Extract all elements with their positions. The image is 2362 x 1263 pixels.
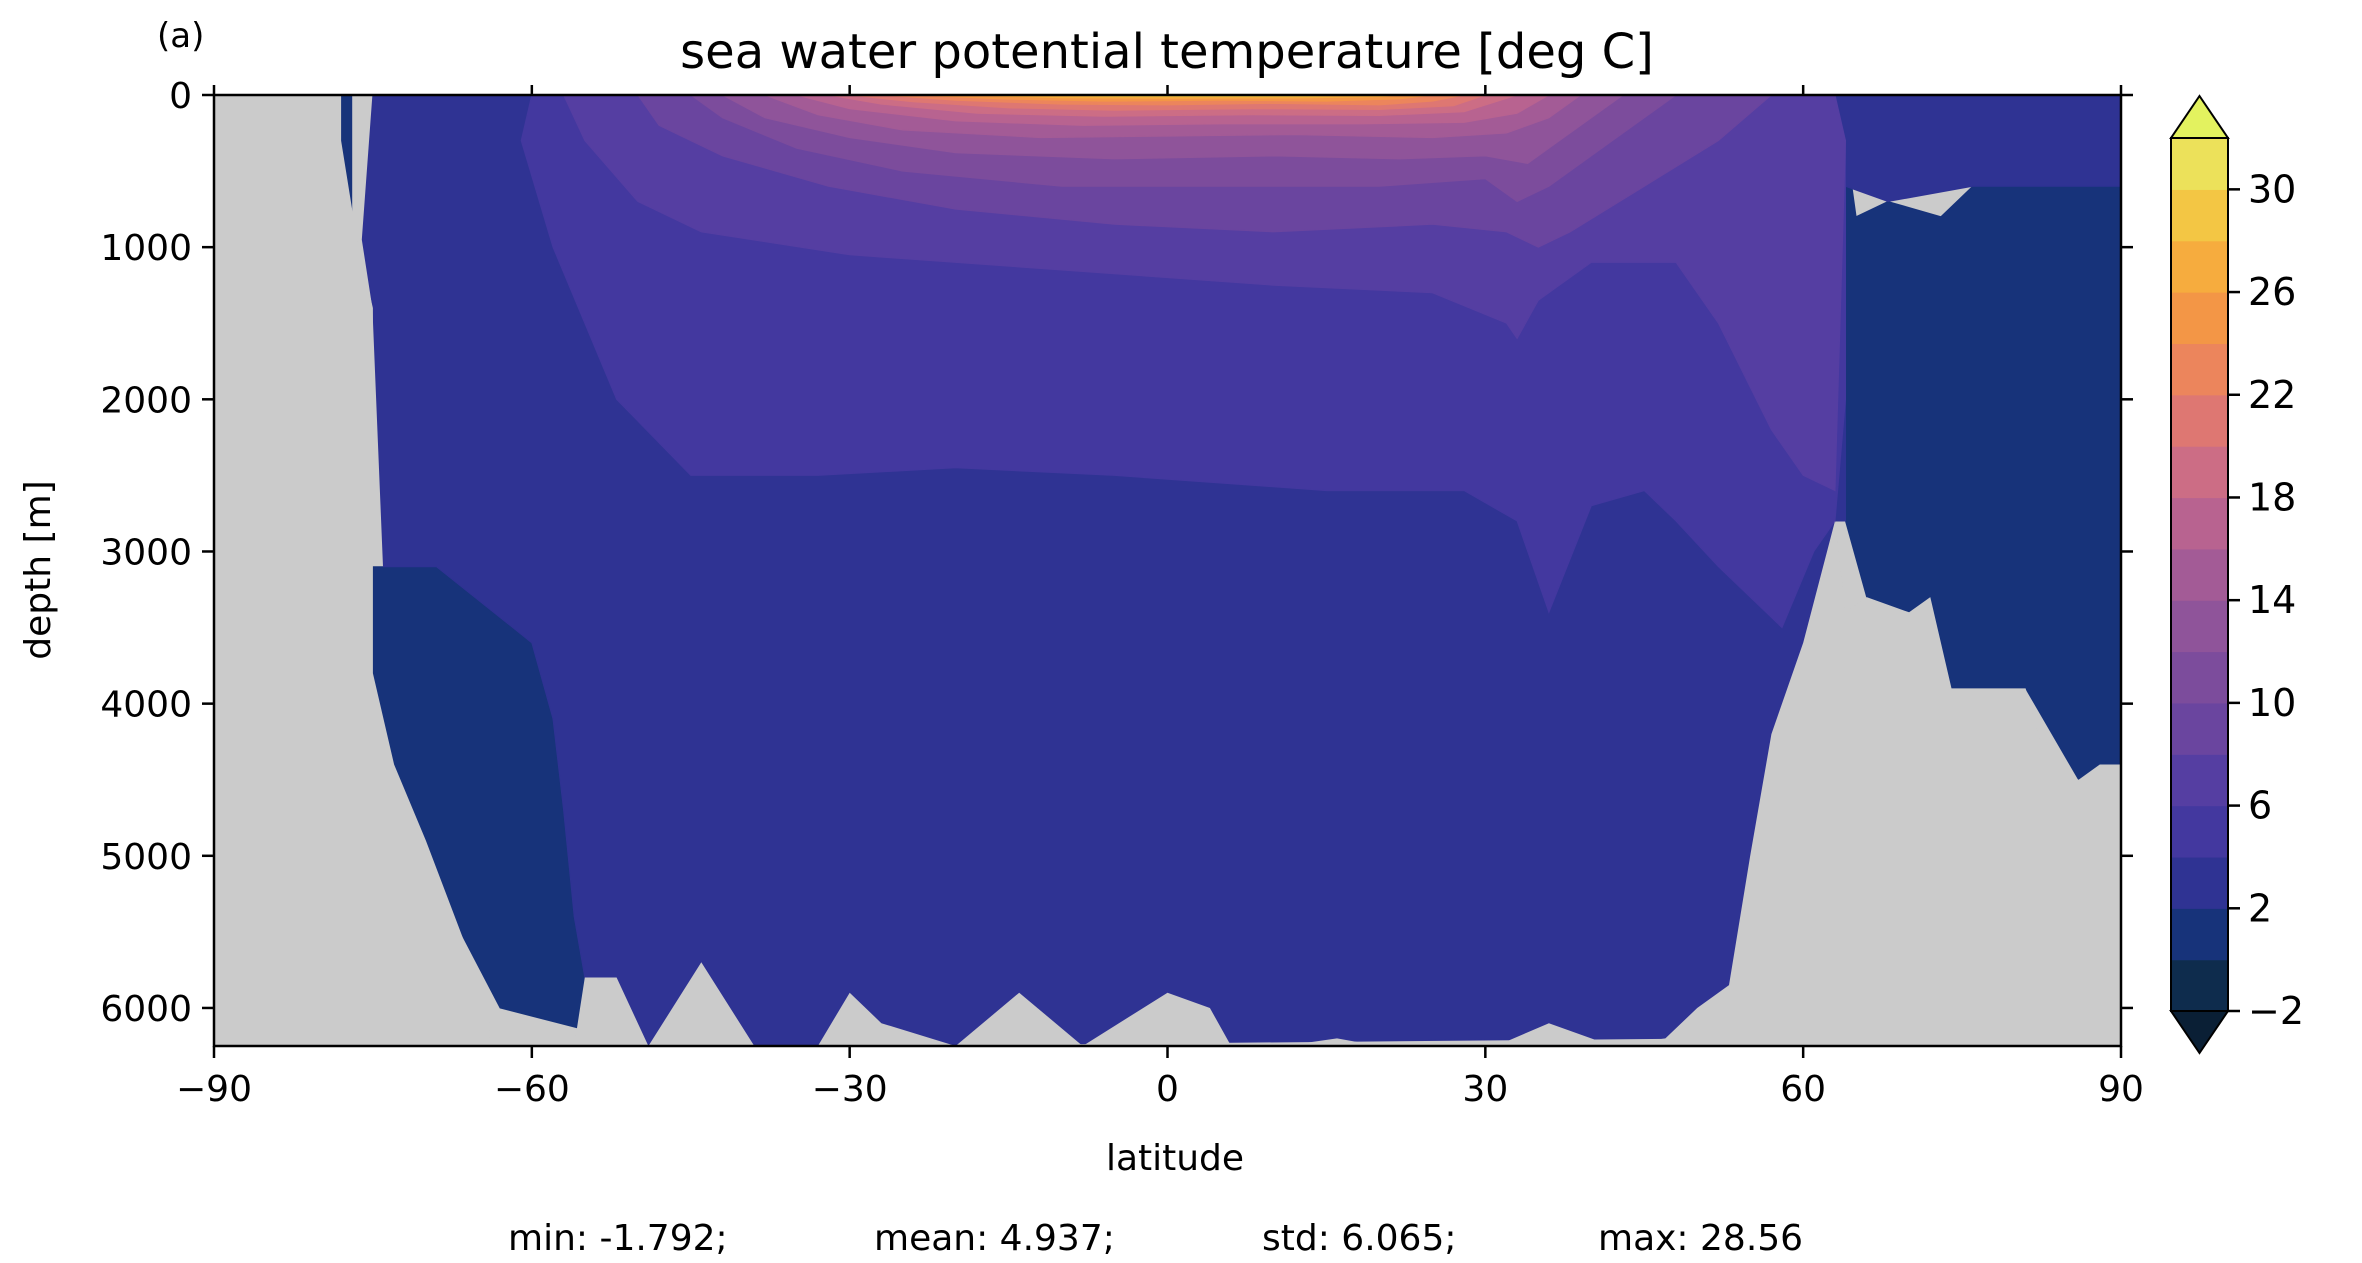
- y-tick-label: 6000: [100, 989, 192, 1030]
- colorbar-segment: [2171, 548, 2228, 601]
- y-axis-label: depth [m]: [18, 480, 59, 659]
- colorbar-tick-label: −2: [2248, 989, 2304, 1033]
- colorbar: 30 26 22 18 14 10 6 2 −2: [2169, 94, 2304, 1055]
- stat-mean: mean: 4.937;: [874, 1218, 1115, 1259]
- y-tick-label: 3000: [100, 532, 192, 573]
- colorbar-segment: [2171, 292, 2228, 345]
- x-tick-label: 60: [1780, 1069, 1826, 1110]
- colorbar-tick-label: 26: [2248, 270, 2296, 314]
- colorbar-segment: [2171, 805, 2228, 858]
- colorbar-tick-label: 22: [2248, 373, 2296, 417]
- x-axis-label: latitude: [1106, 1138, 1244, 1179]
- colorbar-extend-max: [2169, 94, 2230, 139]
- colorbar-tick-label: 30: [2248, 167, 2296, 211]
- colorbar-segment: [2171, 497, 2228, 550]
- plot-area: [214, 95, 2121, 1046]
- colorbar-tick-label: 14: [2248, 578, 2296, 622]
- ocean-contour-layers: [330, 95, 2121, 1046]
- colorbar-segment: [2171, 189, 2228, 242]
- colorbar-tick-label: 6: [2248, 784, 2272, 828]
- colorbar-tick-label: 18: [2248, 475, 2296, 519]
- x-tick-label: −30: [812, 1069, 888, 1110]
- colorbar-extend-min: [2169, 1010, 2230, 1055]
- seafloor-land: [214, 95, 2121, 1046]
- colorbar-tick-label: 2: [2248, 886, 2272, 930]
- colorbar-segment: [2171, 446, 2228, 499]
- x-tick-label: 30: [1462, 1069, 1508, 1110]
- y-tick-label: 2000: [100, 380, 192, 421]
- panel-label: (a): [157, 16, 204, 56]
- y-tick-label: 4000: [100, 685, 192, 726]
- stat-std: std: 6.065;: [1262, 1218, 1456, 1259]
- chart-title: sea water potential temperature [deg C]: [680, 24, 1654, 80]
- x-axis-ticks: −90 −60 −30 0 30 60 90: [176, 85, 2144, 1110]
- colorbar-segment: [2171, 959, 2228, 1012]
- colorbar-segment: [2171, 600, 2228, 653]
- x-tick-label: 0: [1156, 1069, 1179, 1110]
- x-tick-label: 90: [2098, 1069, 2144, 1110]
- colorbar-segment: [2171, 240, 2228, 293]
- colorbar-frame: [2170, 137, 2229, 1012]
- y-axis-ticks: 0 1000 2000 3000 4000 5000 6000: [100, 76, 2133, 1030]
- colorbar-segment: [2171, 856, 2228, 909]
- colorbar-segment: [2171, 651, 2228, 704]
- colorbar-segment: [2171, 138, 2228, 190]
- y-tick-label: 5000: [100, 837, 192, 878]
- colorbar-segment: [2171, 343, 2228, 396]
- colorbar-segment: [2171, 754, 2228, 807]
- y-tick-label: 0: [169, 76, 192, 117]
- colorbar-tick-label: 10: [2248, 681, 2296, 725]
- stat-min: min: -1.792;: [508, 1218, 728, 1259]
- antarctic-land: [214, 95, 490, 1046]
- colorbar-segment: [2171, 702, 2228, 755]
- y-tick-label: 1000: [100, 228, 192, 269]
- colorbar-segment: [2171, 908, 2228, 961]
- x-tick-label: −90: [176, 1069, 252, 1110]
- stats-line: min: -1.792; mean: 4.937; std: 6.065; ma…: [508, 1218, 1803, 1259]
- stat-max: max: 28.56: [1598, 1218, 1803, 1259]
- x-tick-label: −60: [494, 1069, 570, 1110]
- colorbar-segment: [2171, 394, 2228, 447]
